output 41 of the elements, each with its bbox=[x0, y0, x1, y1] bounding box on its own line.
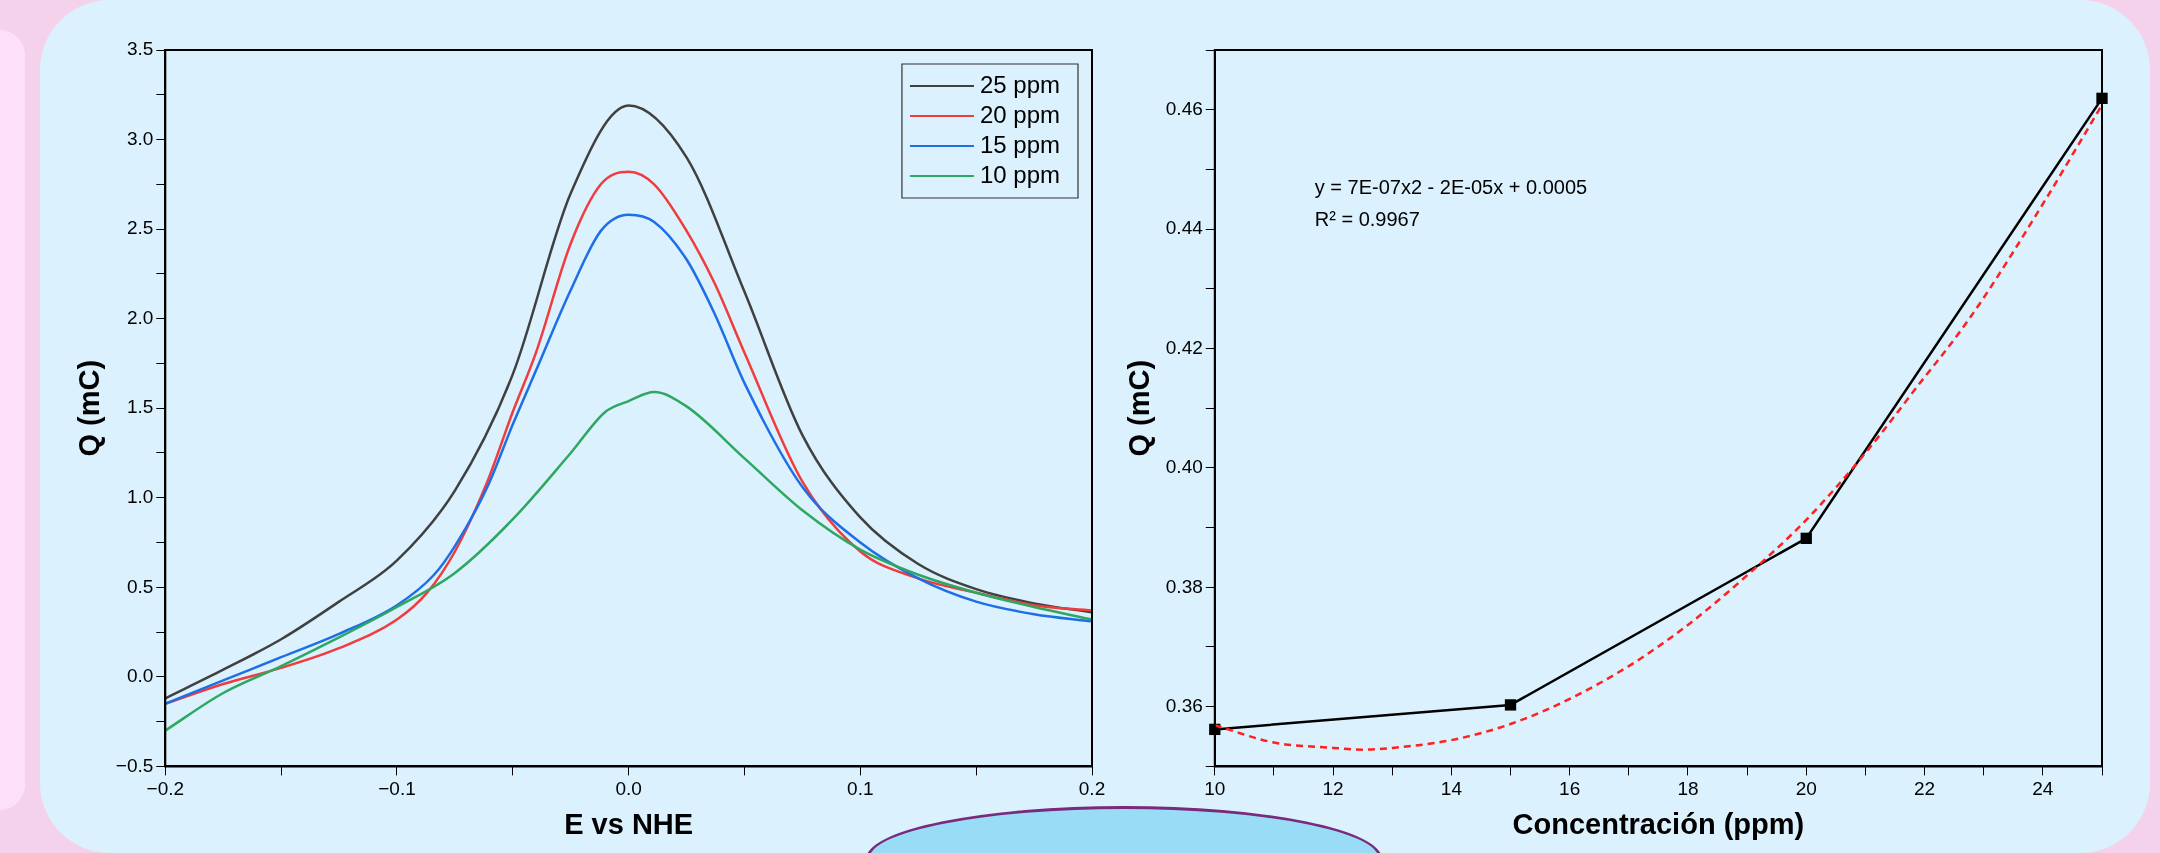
y-tick-label: 0.5 bbox=[126, 575, 154, 597]
annotation: R² = 0.9967 bbox=[1314, 207, 1420, 230]
legend-label: 25 ppm bbox=[979, 70, 1061, 98]
y-tick-label: 0.38 bbox=[1165, 575, 1203, 597]
x-tick-label: −0.2 bbox=[146, 778, 185, 800]
y-tick-label: 0.0 bbox=[126, 665, 154, 687]
x-axis-title: Concentración (ppm) bbox=[1512, 807, 1805, 840]
point bbox=[1800, 532, 1812, 544]
y-tick-label: 1.0 bbox=[126, 485, 154, 507]
y-tick-label: 0.44 bbox=[1165, 217, 1204, 239]
y-tick-label: 3.5 bbox=[126, 38, 154, 60]
y-tick-label: 3.0 bbox=[126, 127, 154, 149]
y-axis-title: Q (mC) bbox=[73, 359, 106, 457]
y-tick-label: 1.5 bbox=[126, 396, 154, 418]
x-tick-label: 0.0 bbox=[615, 778, 642, 800]
annotation: y = 7E-07x2 - 2E-05x + 0.0005 bbox=[1314, 175, 1588, 198]
point bbox=[1504, 699, 1517, 711]
line-series bbox=[164, 390, 1094, 732]
y-tick-label: 2.5 bbox=[126, 217, 154, 239]
y-axis-title: Q (mC) bbox=[1123, 359, 1156, 457]
x-tick-label: −0.1 bbox=[378, 778, 416, 800]
x-tick-label: 24 bbox=[2032, 778, 2054, 800]
y-tick-label: 0.46 bbox=[1165, 97, 1203, 119]
x-axis-title: E vs NHE bbox=[564, 807, 694, 840]
x-tick-label: 18 bbox=[1677, 778, 1699, 800]
x-tick-label: 16 bbox=[1559, 778, 1581, 800]
legend-label: 10 ppm bbox=[979, 160, 1061, 188]
x-tick-label: 0.1 bbox=[847, 778, 874, 800]
x-tick-label: 22 bbox=[1913, 778, 1936, 800]
y-tick-label: 0.42 bbox=[1165, 336, 1203, 358]
y-tick-label: 0.36 bbox=[1165, 694, 1203, 716]
legend-label: 20 ppm bbox=[979, 100, 1061, 128]
y-tick-label: −0.5 bbox=[115, 754, 154, 776]
x-tick-label: 12 bbox=[1322, 778, 1344, 800]
x-tick-label: 14 bbox=[1440, 778, 1463, 800]
x-tick-label: 20 bbox=[1795, 778, 1817, 800]
y-tick-label: 2.0 bbox=[126, 306, 154, 328]
x-tick-label: 10 bbox=[1204, 778, 1226, 800]
y-tick-label: 0.40 bbox=[1165, 456, 1203, 478]
legend-label: 15 ppm bbox=[979, 130, 1061, 158]
x-tick-label: 0.2 bbox=[1078, 778, 1106, 800]
